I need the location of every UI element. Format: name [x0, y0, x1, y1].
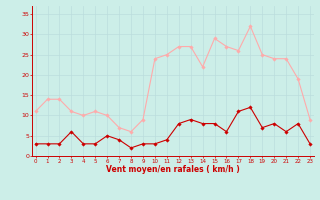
X-axis label: Vent moyen/en rafales ( km/h ): Vent moyen/en rafales ( km/h ) — [106, 165, 240, 174]
